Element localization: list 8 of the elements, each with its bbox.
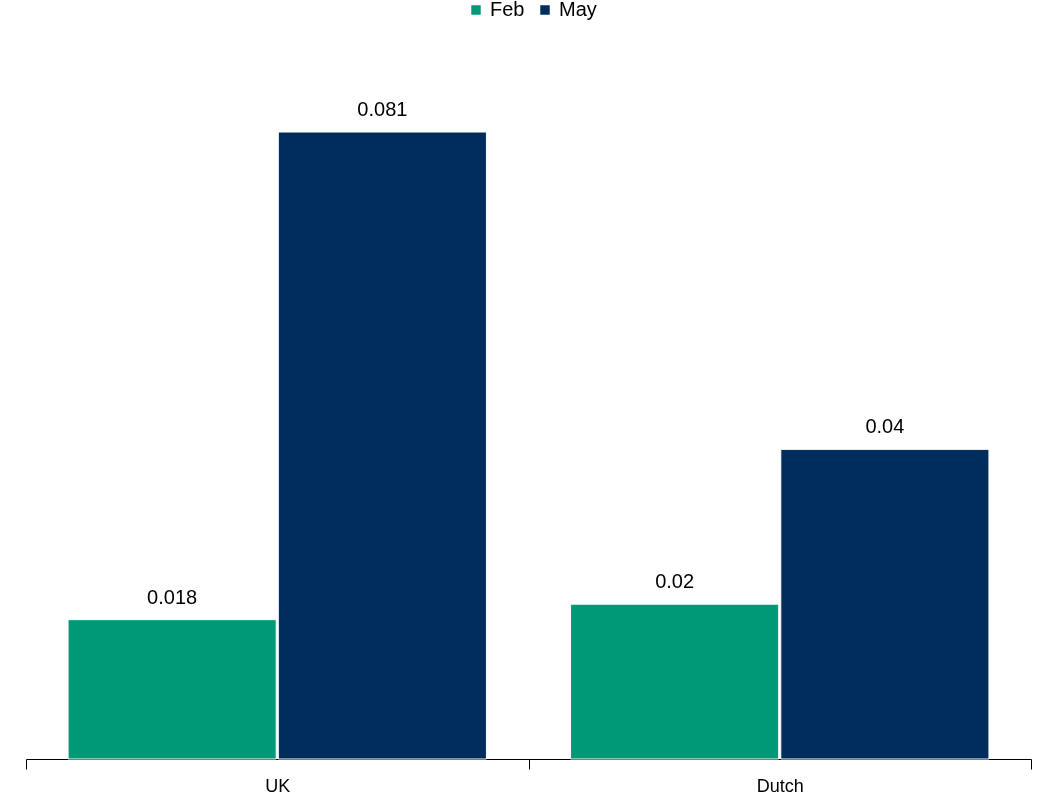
x-tick-label: UK [265,775,291,796]
legend-label: May [559,0,597,20]
data-label: 0.018 [147,585,198,608]
data-label: 0.02 [655,570,695,593]
legend-label: Feb [490,0,525,20]
x-tick-label: Dutch [756,775,804,796]
data-label: 0.081 [357,98,408,120]
data-label: 0.04 [865,415,905,438]
